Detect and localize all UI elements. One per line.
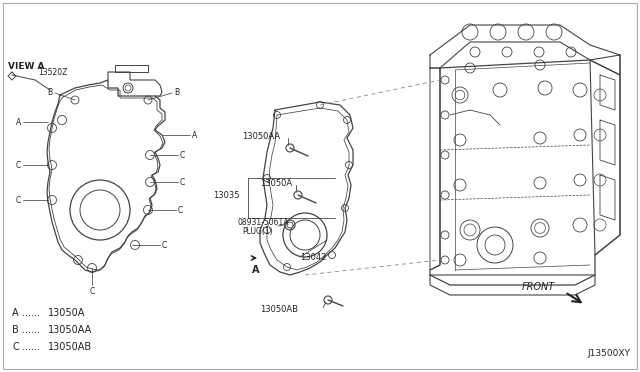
Text: 13042: 13042 [300,253,326,263]
Text: B: B [12,325,19,335]
Text: A: A [12,308,19,318]
Text: ......: ...... [22,342,40,352]
Text: FRONT: FRONT [522,282,555,292]
Text: VIEW A: VIEW A [8,62,45,71]
Text: C: C [180,177,185,186]
Text: C: C [90,287,95,296]
Text: B: B [47,87,52,96]
Text: C: C [16,160,21,170]
Text: 13050AB: 13050AB [260,305,298,314]
Text: 08931-5061A: 08931-5061A [238,218,289,227]
Text: 13050A: 13050A [260,179,292,187]
Text: C: C [178,205,183,215]
Text: B: B [174,87,179,96]
Text: C: C [162,241,167,250]
Text: 13050A: 13050A [48,308,85,318]
Text: 13050AB: 13050AB [48,342,92,352]
Text: ......: ...... [22,308,40,318]
Text: ......: ...... [22,325,40,335]
Text: C: C [180,151,185,160]
Text: J13500XY: J13500XY [587,349,630,358]
Text: 13520Z: 13520Z [38,68,67,77]
Text: A: A [16,118,21,126]
Text: A: A [252,265,259,275]
Text: 13050AA: 13050AA [48,325,92,335]
Text: 13050AA: 13050AA [242,131,280,141]
Text: A: A [192,131,197,140]
Text: C: C [16,196,21,205]
Text: C: C [12,342,19,352]
Text: 13035: 13035 [214,190,240,199]
Text: PLUG(1): PLUG(1) [242,227,273,236]
